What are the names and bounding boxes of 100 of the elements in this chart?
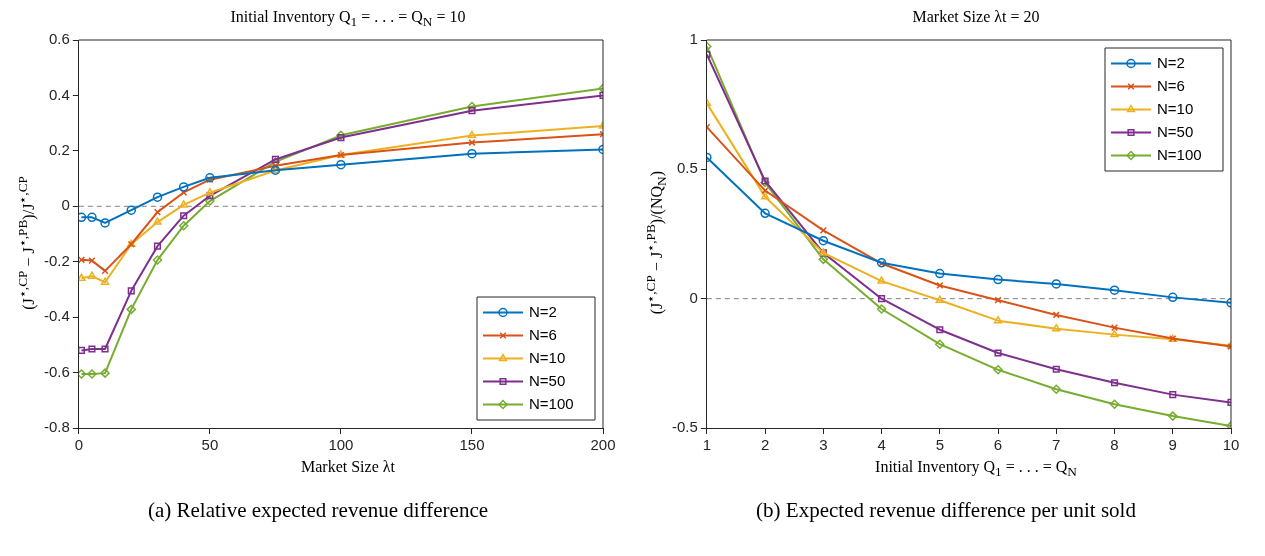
- x-axis-title: Market Size λt: [300, 458, 395, 477]
- point: [1052, 365, 1060, 373]
- point: [1051, 384, 1062, 394]
- point: [1168, 411, 1178, 421]
- y-tick-label: 0: [61, 196, 70, 214]
- x-tick-label: 6: [993, 436, 1003, 454]
- point: [126, 304, 137, 315]
- legend-label: N=6: [1157, 76, 1185, 94]
- point: [819, 226, 827, 234]
- point: [78, 369, 87, 379]
- y-tick-label: 0.6: [48, 30, 70, 48]
- point: [205, 172, 215, 183]
- chart-title: Market Size λt = 20: [911, 8, 1040, 27]
- point: [153, 217, 162, 225]
- text: (a) Relative expected revenue difference: [147, 498, 489, 523]
- point: [87, 271, 97, 279]
- y-tick-label: 1: [689, 30, 698, 48]
- x-tick-label: 9: [1168, 436, 1177, 454]
- point: [205, 196, 215, 206]
- y-tick-label: -0.8: [43, 418, 70, 436]
- point: [101, 345, 109, 353]
- legend-label: N=10: [529, 348, 566, 366]
- x-tick-label: 150: [459, 436, 485, 454]
- point: [88, 257, 96, 265]
- point: [87, 212, 97, 223]
- x-tick-label: 10: [1222, 436, 1240, 454]
- point: [205, 187, 215, 196]
- point: [877, 276, 886, 284]
- point: [935, 339, 945, 349]
- point: [468, 138, 476, 147]
- point: [467, 101, 477, 112]
- point: [993, 365, 1003, 375]
- point: [78, 256, 86, 264]
- point: [78, 212, 87, 223]
- point: [818, 254, 829, 265]
- point: [78, 273, 86, 282]
- point: [1110, 379, 1119, 387]
- x-tick-label: 50: [201, 436, 219, 454]
- point: [760, 208, 770, 219]
- point: [179, 200, 188, 208]
- point: [818, 235, 829, 246]
- point: [206, 192, 214, 200]
- x-tick-label: 7: [1052, 436, 1061, 454]
- point: [152, 192, 163, 202]
- legend-label: N=100: [1157, 145, 1202, 163]
- point: [993, 274, 1003, 285]
- y-tick-label: -0.5: [671, 418, 698, 436]
- point: [993, 315, 1003, 324]
- y-tick-label: 0.2: [48, 141, 70, 158]
- point: [1169, 391, 1177, 399]
- point: [100, 277, 110, 285]
- point: [877, 295, 886, 303]
- point: [100, 218, 110, 228]
- point: [153, 242, 162, 250]
- legend-label: N=10: [1157, 99, 1194, 117]
- point: [100, 368, 110, 378]
- point: [178, 182, 189, 192]
- x-tick-label: 200: [590, 436, 616, 454]
- x-tick-label: 3: [819, 436, 828, 454]
- x-tick-label: 2: [760, 436, 770, 454]
- point: [994, 349, 1002, 357]
- x-tick-label: 4: [877, 436, 886, 454]
- y-tick-label: 0.4: [48, 85, 70, 103]
- point: [936, 326, 944, 334]
- point: [876, 304, 887, 314]
- y-tick-label: -0.2: [43, 251, 70, 269]
- point: [127, 287, 135, 295]
- point: [152, 255, 163, 265]
- legend-label: N=50: [529, 371, 566, 389]
- point: [467, 130, 477, 139]
- point: [761, 186, 769, 195]
- legend-label: N=2: [1157, 53, 1185, 71]
- x-tick-label: 100: [328, 436, 354, 454]
- point: [178, 220, 189, 231]
- point: [153, 208, 162, 216]
- point: [1109, 399, 1120, 409]
- point: [935, 268, 945, 279]
- y-tick-label: 0.5: [676, 159, 698, 177]
- point: [760, 192, 770, 200]
- legend-label: N=50: [1157, 122, 1194, 140]
- chart-title: Initial Inventory Q$_{1}$ = . . . = Q$_{N}$ = 10: [229, 8, 466, 30]
- text: (b) Expected revenue difference per unit sold: [756, 498, 1136, 523]
- point: [468, 107, 476, 115]
- point: [935, 295, 945, 303]
- point: [88, 345, 96, 353]
- point: [1109, 285, 1120, 295]
- x-tick-label: 0: [74, 436, 84, 454]
- legend-label: N=2: [529, 302, 557, 320]
- point: [1052, 323, 1061, 332]
- y-tick-label: -0.4: [43, 307, 70, 325]
- point: [126, 205, 137, 215]
- x-tick-label: 5: [935, 436, 944, 454]
- point: [87, 369, 97, 379]
- point: [336, 159, 346, 170]
- point: [1110, 329, 1119, 338]
- legend-label: N=100: [529, 394, 574, 412]
- x-axis-title: Initial Inventory Q$_{1}$ = . . . = Q$_{N}$: [874, 458, 1077, 480]
- x-tick-label: 1: [702, 436, 712, 454]
- point: [1051, 279, 1062, 289]
- point: [180, 212, 188, 220]
